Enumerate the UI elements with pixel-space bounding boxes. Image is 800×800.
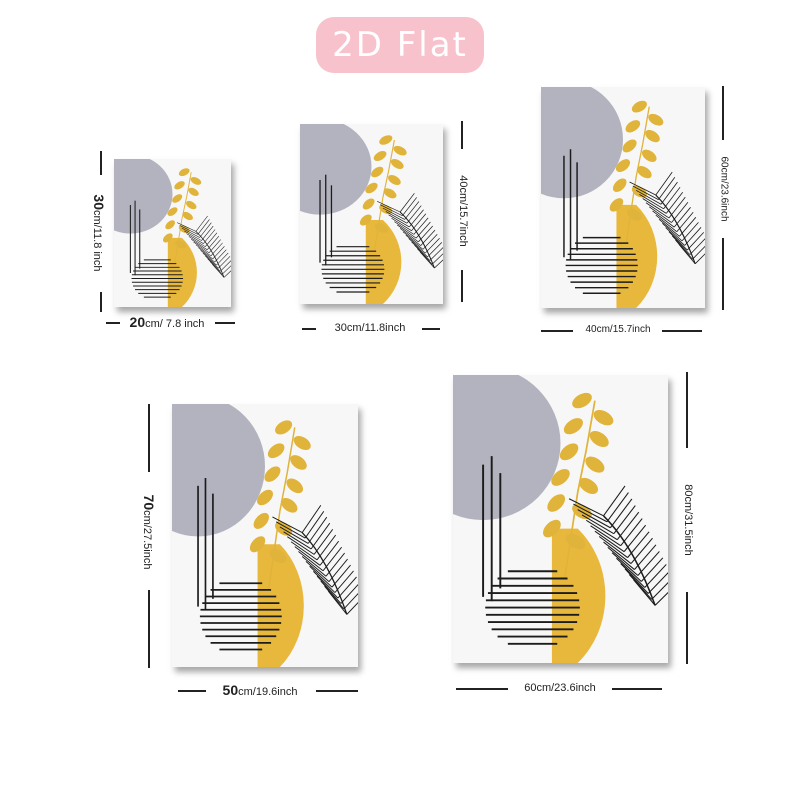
width-label-3-unit: 40cm/15.7inch [585, 324, 651, 335]
width-dim-line-5a [456, 688, 508, 690]
height-dim-line-3a [722, 86, 724, 140]
width-label-2: 30cm/11.8inch [318, 322, 422, 334]
poster-60x80 [453, 375, 668, 663]
width-label-1: 20cm/ 7.8 inch [118, 314, 216, 330]
height-label-4-unit: cm/27.5inch [141, 510, 153, 570]
height-label-3: 60cm/23.6inch [718, 132, 730, 247]
height-label-4: 70cm/27.5inch [141, 467, 157, 597]
poster-50x70 [172, 404, 358, 667]
height-dim-line-1b [100, 292, 102, 312]
height-label-4-num: 70 [141, 494, 157, 511]
height-dim-line-4a [148, 404, 150, 472]
width-dim-line-2a [302, 328, 316, 330]
width-dim-line-1b [215, 322, 235, 324]
height-dim-line-2b [461, 270, 463, 302]
width-label-4: 50cm/19.6inch [204, 682, 316, 698]
width-label-5: 60cm/23.6inch [506, 682, 614, 694]
height-label-1-num: 30 [91, 194, 107, 210]
height-dim-line-5a [686, 372, 688, 448]
width-label-1-unit: cm/ 7.8 inch [145, 318, 205, 330]
height-dim-line-5b [686, 592, 688, 664]
poster-20x30 [114, 159, 231, 307]
poster-30x40 [300, 124, 443, 304]
height-label-2: 40cm/15.7inch [455, 146, 469, 276]
abstract-boho-artwork [300, 124, 443, 304]
width-label-2-unit: 30cm/11.8inch [334, 322, 406, 334]
width-dim-line-4b [316, 690, 358, 692]
height-dim-line-3b [722, 238, 724, 310]
height-dim-line-2a [461, 121, 463, 149]
height-dim-line-1a [100, 151, 102, 175]
height-label-5-unit: 80cm/31.5inch [682, 484, 694, 556]
width-label-4-unit: cm/19.6inch [238, 686, 298, 698]
poster-40x60 [541, 87, 705, 308]
width-label-1-num: 20 [129, 314, 146, 330]
width-dim-line-4a [178, 690, 206, 692]
width-dim-line-3b [662, 330, 702, 332]
abstract-boho-artwork [453, 375, 668, 663]
width-label-3: 40cm/15.7inch [572, 324, 664, 335]
width-dim-line-1a [106, 322, 120, 324]
width-label-5-unit: 60cm/23.6inch [524, 682, 596, 694]
height-dim-line-4b [148, 590, 150, 668]
height-label-5: 80cm/31.5inch [680, 455, 694, 585]
width-dim-line-3a [541, 330, 573, 332]
width-label-4-num: 50 [222, 682, 239, 698]
width-dim-line-2b [422, 328, 440, 330]
style-badge: 2D Flat [316, 17, 484, 73]
abstract-boho-artwork [172, 404, 358, 667]
height-label-2-unit: 40cm/15.7inch [457, 175, 469, 247]
abstract-boho-artwork [114, 159, 231, 307]
height-label-1: 30cm/11.8 inch [91, 168, 107, 298]
width-dim-line-5b [612, 688, 662, 690]
height-label-1-unit: cm/11.8 inch [91, 210, 103, 272]
height-label-3-unit: 60cm/23.6inch [718, 156, 730, 222]
abstract-boho-artwork [541, 87, 705, 308]
